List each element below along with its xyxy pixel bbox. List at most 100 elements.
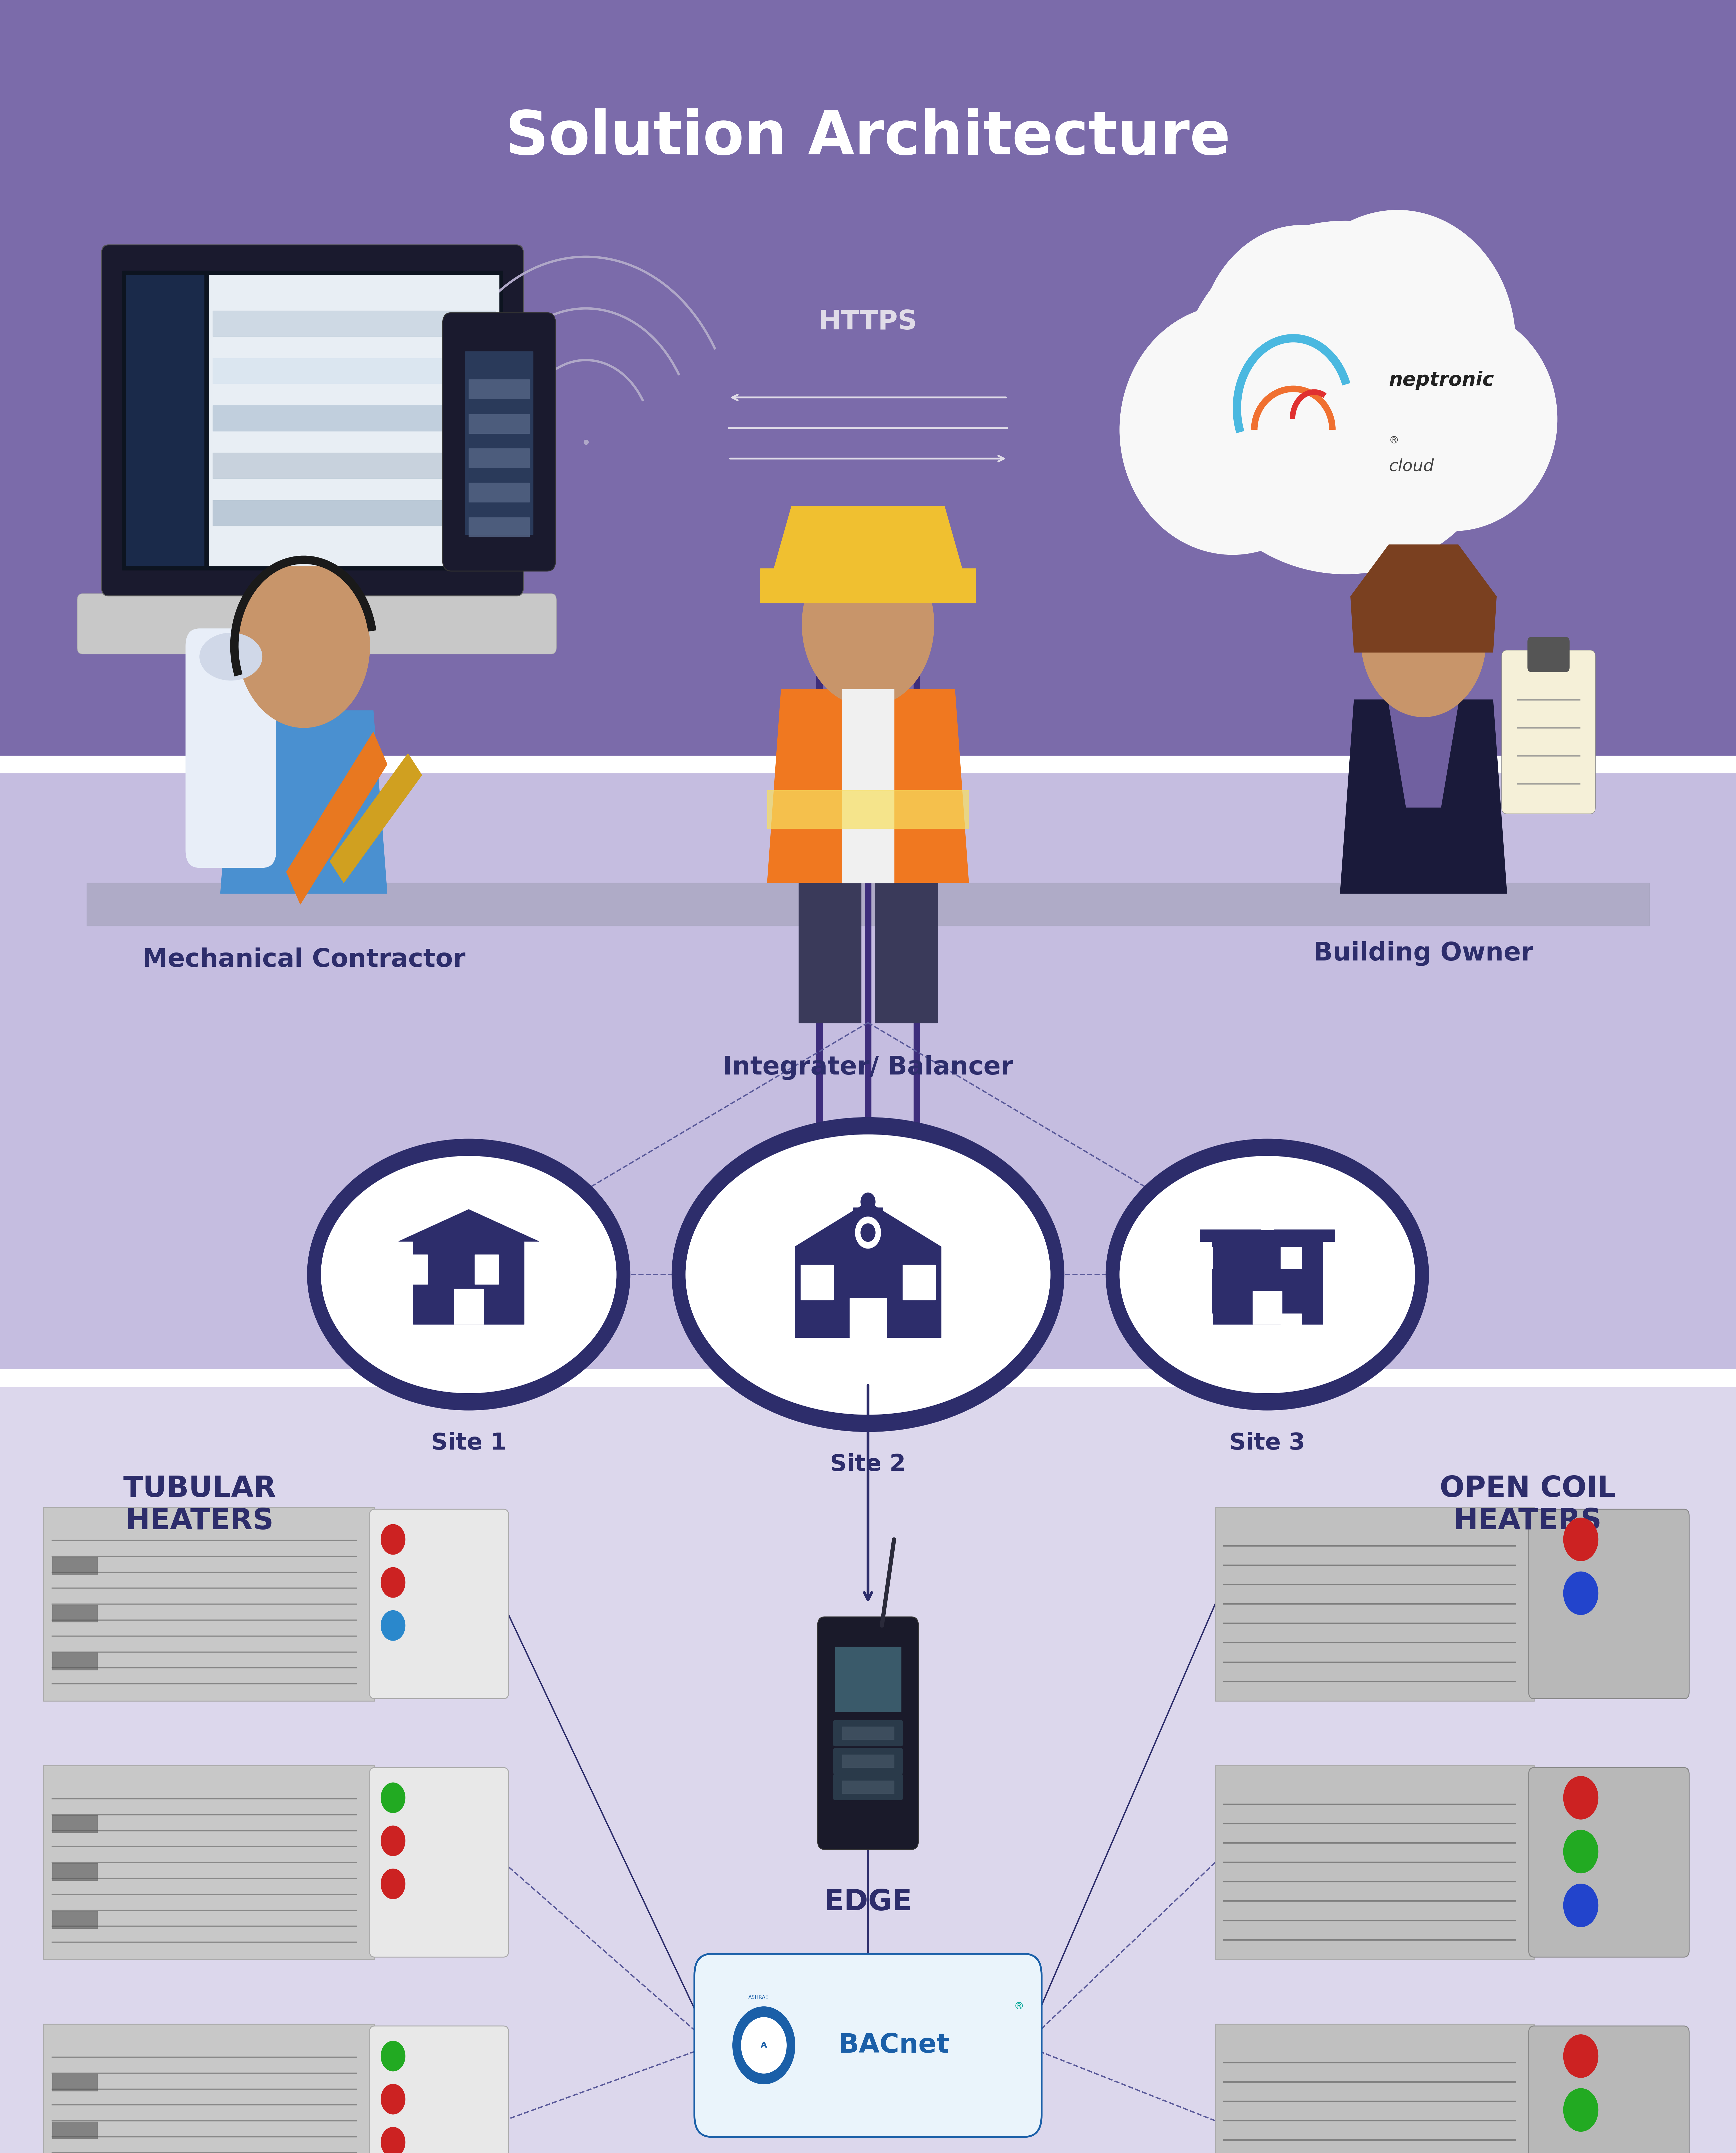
Bar [0, 1369, 1736, 1387]
Circle shape [380, 1610, 404, 1641]
Ellipse shape [1349, 308, 1557, 532]
Circle shape [380, 2127, 404, 2153]
Bar [52, 1912, 97, 1929]
FancyBboxPatch shape [1502, 650, 1595, 814]
Bar [469, 482, 529, 502]
Bar [795, 1247, 941, 1337]
Bar [854, 1208, 882, 1247]
Circle shape [238, 564, 370, 728]
Text: Building Owner: Building Owner [1314, 941, 1533, 967]
Polygon shape [330, 754, 422, 883]
Circle shape [861, 1223, 875, 1242]
Circle shape [380, 1524, 404, 1554]
Text: ASHRAE: ASHRAE [748, 1996, 769, 2000]
Ellipse shape [1279, 211, 1516, 478]
Circle shape [1564, 2035, 1599, 2078]
Polygon shape [286, 732, 387, 904]
Circle shape [380, 2084, 404, 2114]
Bar [474, 1255, 498, 1283]
Polygon shape [1389, 704, 1458, 807]
Bar [875, 883, 937, 1023]
Circle shape [733, 2007, 795, 2084]
Bar [1193, 1313, 1213, 1335]
Text: A: A [760, 2041, 767, 2050]
Ellipse shape [1120, 306, 1345, 555]
Bar [469, 379, 529, 398]
Ellipse shape [1175, 222, 1516, 575]
FancyBboxPatch shape [1215, 1765, 1535, 1959]
Text: ®: ® [1014, 2002, 1024, 2011]
Bar [1200, 1229, 1335, 1242]
Bar [1253, 1292, 1281, 1324]
Circle shape [1564, 1830, 1599, 1873]
Bar [903, 1264, 936, 1300]
Bar [122, 271, 503, 571]
Ellipse shape [307, 1139, 630, 1410]
Text: EDGE: EDGE [825, 1888, 911, 1916]
Bar [1193, 1247, 1213, 1268]
Bar [800, 1264, 833, 1300]
FancyBboxPatch shape [76, 594, 556, 655]
Bar [52, 2121, 97, 2138]
Ellipse shape [1120, 1156, 1415, 1393]
Circle shape [741, 2017, 786, 2073]
Text: HTTPS: HTTPS [819, 310, 917, 336]
Bar [52, 1815, 97, 1832]
FancyBboxPatch shape [370, 2026, 509, 2153]
FancyBboxPatch shape [43, 2024, 375, 2153]
FancyBboxPatch shape [186, 629, 276, 868]
Text: Site 1: Site 1 [431, 1432, 507, 1453]
Ellipse shape [1175, 362, 1516, 555]
Bar [799, 883, 861, 1023]
Bar [1250, 1214, 1285, 1221]
Circle shape [1361, 562, 1486, 717]
Bar [212, 310, 496, 336]
Bar [0, 756, 1736, 773]
Polygon shape [767, 506, 969, 592]
Ellipse shape [321, 1156, 616, 1393]
Ellipse shape [200, 633, 262, 680]
Text: TUBULAR
HEATERS: TUBULAR HEATERS [123, 1475, 276, 1535]
Polygon shape [1340, 700, 1507, 893]
Bar [760, 568, 976, 603]
Ellipse shape [1106, 1139, 1429, 1410]
FancyBboxPatch shape [1215, 2024, 1535, 2153]
Bar [0, 764, 1736, 1378]
FancyBboxPatch shape [370, 1509, 509, 1699]
Bar [0, 0, 1736, 764]
Bar [52, 1862, 97, 1880]
Bar [842, 1727, 894, 1740]
FancyBboxPatch shape [101, 245, 524, 596]
Ellipse shape [686, 1135, 1050, 1415]
Circle shape [1564, 1518, 1599, 1561]
Bar [0, 1378, 1736, 2153]
Bar [842, 1755, 894, 1768]
Circle shape [861, 1193, 875, 1210]
FancyBboxPatch shape [1528, 637, 1569, 672]
FancyBboxPatch shape [818, 1617, 918, 1849]
FancyBboxPatch shape [43, 1507, 375, 1701]
FancyBboxPatch shape [1529, 1768, 1689, 1957]
Bar [212, 357, 496, 383]
Bar [212, 452, 496, 478]
Text: Solution Architecture: Solution Architecture [505, 108, 1231, 168]
FancyBboxPatch shape [1215, 1507, 1535, 1701]
Text: OPEN COIL
HEATERS: OPEN COIL HEATERS [1439, 1475, 1616, 1535]
Text: ®: ® [1389, 435, 1399, 446]
FancyBboxPatch shape [370, 1768, 509, 1957]
Text: BACnet: BACnet [838, 2032, 950, 2058]
Polygon shape [399, 1210, 538, 1242]
Text: Site 3: Site 3 [1229, 1432, 1305, 1453]
Polygon shape [795, 1201, 941, 1247]
Bar [469, 517, 529, 536]
Circle shape [856, 1216, 880, 1249]
Text: neptronic: neptronic [1389, 370, 1495, 390]
Bar [835, 1647, 901, 1712]
Bar [52, 1654, 97, 1671]
Bar [767, 790, 969, 829]
FancyBboxPatch shape [1529, 1509, 1689, 1699]
FancyBboxPatch shape [833, 1720, 903, 1746]
FancyBboxPatch shape [833, 1774, 903, 1800]
Bar [404, 1255, 427, 1283]
Bar [1281, 1247, 1302, 1268]
